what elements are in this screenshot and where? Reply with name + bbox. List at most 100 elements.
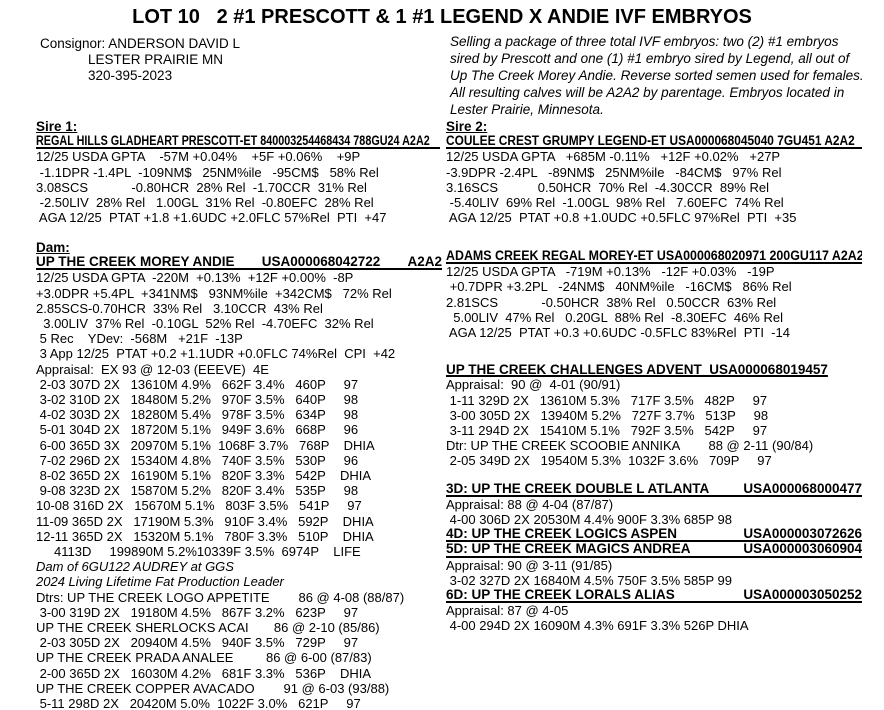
dam-registration: USA000068042722 (261, 255, 381, 270)
granddam-stats: 12/25 USDA GPTA -719M +0.13% -12F +0.03%… (446, 264, 862, 340)
sire2-stats: 12/25 USDA GPTA +685M -0.11% +12F +0.02%… (446, 149, 862, 225)
gen5-registration: USA000003060904 (743, 542, 862, 557)
granddam-stat-line: 2.81SCS -0.50HCR 38% Rel 0.50CCR 63% Rel (446, 294, 777, 310)
gen6-line: Appraisal: 87 @ 4-05 (446, 603, 569, 619)
gen4-header: 4D: UP THE CREEK LOGICS ASPEN USA0000030… (446, 527, 862, 543)
dam-lactation-records: 2-03 307D 2X 13610M 4.9% 662F 3.4% 460P … (36, 377, 442, 559)
sire2-stat-line: AGA 12/25 PTAT +0.8 +1.0UDC +0.5FLC 97%R… (446, 210, 797, 226)
maternal-line-block: ADAMS CREEK REGAL MOREY-ET USA0000680209… (446, 249, 862, 634)
daughter-line: UP THE CREEK SHERLOCKS ACAI 86 @ 2-10 (8… (36, 620, 380, 636)
sire1-stat-line: 3.08SCS -0.80HCR 28% Rel -1.70CCR 31% Re… (36, 179, 367, 195)
gen3-name: 3D: UP THE CREEK DOUBLE L ATLANTA (446, 481, 710, 496)
dam-stat-line: +3.0DPR +5.4PL +341NM$ 93NM%ile +342CM$ … (36, 285, 392, 301)
advent-name: UP THE CREEK CHALLENGES ADVENT USA000068… (446, 362, 828, 378)
sire1-name: REGAL HILLS GLADHEART PRESCOTT-ET 840003… (36, 134, 440, 150)
consignor-name: Consignor: ANDERSON DAVID L (40, 36, 241, 51)
gen5-name: 5D: UP THE CREEK MAGICS ANDREA (446, 542, 691, 557)
dam-label: Dam: (36, 240, 70, 255)
sire2-stat-line: -3.9DPR -2.4PL -89NM$ 25NM%ile -84CM$ 97… (446, 164, 782, 180)
sire1-stat-line: 12/25 USDA GPTA -57M +0.04% +5F +0.06% +… (36, 149, 361, 165)
advent-line: 2-05 349D 2X 19540M 5.3% 1032F 3.6% 709P… (446, 453, 772, 469)
gen6-line: 4-00 294D 2X 16090M 4.3% 691F 3.3% 526P … (446, 618, 749, 634)
sire1-block: Sire 1: REGAL HILLS GLADHEART PRESCOTT-E… (36, 119, 440, 225)
consignor-phone: 320-395-2023 (88, 68, 173, 83)
gen5-lines: Appraisal: 90 @ 3-11 (91/85) 3-02 327D 2… (446, 558, 862, 588)
gen3-header: 3D: UP THE CREEK DOUBLE L ATLANTA USA000… (446, 482, 862, 497)
granddam-stat-line: 12/25 USDA GPTA -719M +0.13% -12F +0.03%… (446, 264, 775, 280)
dam-stat-line: 3 App 12/25 PTAT +0.2 +1.1UDR +0.0FLC 74… (36, 346, 396, 362)
lactation-record-row: 5-01 304D 2X 18720M 5.1% 949F 3.6% 668P … (36, 422, 359, 438)
gen3-lines: Appraisal: 88 @ 4-04 (87/87) 4-00 306D 2… (446, 497, 862, 527)
dam-stats: 12/25 USDA GPTA -220M +0.13% +12F +0.00%… (36, 270, 442, 376)
consignor-block: Consignor: ANDERSON DAVID L LESTER PRAIR… (40, 36, 240, 84)
advent-line: 3-00 305D 2X 13940M 5.2% 727F 3.7% 513P … (446, 407, 769, 423)
sire1-stat-line: AGA 12/25 PTAT +1.8 +1.6UDC +2.0FLC 57%R… (36, 210, 387, 226)
sire2-name: COULEE CREST GRUMPY LEGEND-ET USA0000680… (446, 134, 862, 150)
sire1-stat-line: -2.50LIV 28% Rel 1.00GL 31% Rel -0.80EFC… (36, 195, 374, 210)
gen5-header: 5D: UP THE CREEK MAGICS ANDREA USA000003… (446, 542, 862, 558)
dam-block: Dam: UP THE CREEK MOREY ANDIE USA0000680… (36, 240, 442, 710)
daughter-line: UP THE CREEK COPPER AVACADO 91 @ 6-03 (9… (36, 680, 390, 696)
gen5-line: 3-02 327D 2X 16840M 4.5% 750F 3.5% 585P … (446, 572, 732, 588)
gen3-registration: USA000068000477 (743, 481, 862, 496)
gen4-name: 4D: UP THE CREEK LOGICS ASPEN (446, 527, 678, 542)
sire2-label: Sire 2: (446, 119, 488, 134)
dam-stat-line: 12/25 USDA GPTA -220M +0.13% +12F +0.00%… (36, 270, 354, 286)
granddam-name: ADAMS CREEK REGAL MOREY-ET USA0000680209… (446, 249, 862, 265)
gen4-registration: USA000003072626 (743, 527, 862, 542)
lactation-record-row: 7-02 296D 2X 15340M 4.8% 740F 3.5% 530P … (36, 452, 359, 468)
advent-line: Appraisal: 90 @ 4-01 (90/91) (446, 377, 621, 393)
sire2-name-text: COULEE CREST GRUMPY LEGEND-ET USA0000680… (446, 134, 855, 149)
gen6-name: 6D: UP THE CREEK LORALS ALIAS (446, 588, 675, 602)
gen6-registration: USA000003050252 (743, 588, 862, 602)
dam-notes: Dam of 6GU122 AUDREY at GGS 2024 Living L… (36, 559, 442, 589)
sale-description: Selling a package of three total IVF emb… (450, 34, 864, 117)
lactation-record-row: 10-08 316D 2X 15670M 5.1% 803F 3.5% 541P… (36, 498, 362, 514)
lactation-record-row: 3-02 310D 2X 18480M 5.2% 970F 3.5% 640P … (36, 392, 359, 408)
dam-note-line: 2024 Living Lifetime Fat Production Lead… (36, 574, 284, 590)
advent-lines: Appraisal: 90 @ 4-01 (90/91) 1-11 329D 2… (446, 377, 862, 468)
advent-line: 3-11 294D 2X 15410M 5.1% 792F 3.5% 542P … (446, 423, 768, 439)
sire1-stats: 12/25 USDA GPTA -57M +0.04% +5F +0.06% +… (36, 149, 440, 225)
spacer (446, 469, 862, 482)
lactation-record-row: 4-02 303D 2X 18280M 5.4% 978F 3.5% 634P … (36, 407, 359, 423)
lactation-record-row: 4113D 199890M 5.2%10339F 3.5% 6974P LIFE (36, 544, 361, 560)
granddam-stat-line: 5.00LIV 47% Rel 0.20GL 88% Rel -8.30EFC … (446, 309, 783, 325)
page-title: LOT 10 2 #1 PRESCOTT & 1 #1 LEGEND X AND… (132, 6, 752, 28)
gen6-header: 6D: UP THE CREEK LORALS ALIAS USA0000030… (446, 588, 862, 604)
sire1-label: Sire 1: (36, 119, 78, 134)
daughter-line: 5-11 298D 2X 20420M 5.0% 1022F 3.0% 621P… (36, 696, 361, 710)
granddam-stat-line: AGA 12/25 PTAT +0.3 +0.6UDC -0.5FLC 83%R… (446, 325, 790, 340)
advent-line: 1-11 329D 2X 13610M 5.3% 717F 3.5% 482P … (446, 392, 768, 408)
lactation-record-row: 12-11 365D 2X 15320M 5.1% 780F 3.3% 510P… (36, 528, 374, 544)
sire2-stat-line: -5.40LIV 69% Rel -1.00GL 98% Rel 7.60EFC… (446, 195, 784, 210)
gen5-line: Appraisal: 90 @ 3-11 (91/85) (446, 557, 613, 573)
daughter-line: 3-00 319D 2X 19180M 4.5% 867F 3.2% 623P … (36, 604, 359, 620)
daughter-line: 2-03 305D 2X 20940M 4.5% 940F 3.5% 729P … (36, 635, 359, 651)
consignor-city: LESTER PRAIRIE MN (88, 52, 224, 67)
dam-name: UP THE CREEK MOREY ANDIE (36, 255, 235, 270)
lactation-record-row: 11-09 365D 2X 17190M 5.3% 910F 3.4% 592P… (36, 513, 374, 529)
dam-stat-line: 2.85SCS-0.70HCR 33% Rel 3.10CCR 43% Rel (36, 300, 323, 316)
dam-daughters: Dtrs: UP THE CREEK LOGO APPETITE 86 @ 4-… (36, 590, 442, 710)
advent-line: Dtr: UP THE CREEK SCOOBIE ANNIKA 88 @ 2-… (446, 438, 814, 454)
lactation-record-row: 6-00 365D 3X 20970M 5.1% 1068F 3.7% 768P… (36, 437, 375, 453)
dam-name-header: UP THE CREEK MOREY ANDIE USA000068042722… (36, 255, 442, 271)
lactation-record-row: 8-02 365D 2X 16190M 5.1% 820F 3.3% 542P … (36, 468, 372, 484)
gen3-line: 4-00 306D 2X 20530M 4.4% 900F 3.3% 685P … (446, 512, 732, 528)
sire2-stat-line: 12/25 USDA GPTA +685M -0.11% +12F +0.02%… (446, 149, 781, 165)
daughter-line: UP THE CREEK PRADA ANALEE 86 @ 6-00 (87/… (36, 650, 372, 666)
sire2-stat-line: 3.16SCS 0.50HCR 70% Rel -4.30CCR 89% Rel (446, 179, 769, 195)
daughter-line: 2-00 365D 2X 16030M 4.2% 681F 3.3% 536P … (36, 665, 372, 681)
sire2-block: Sire 2: COULEE CREST GRUMPY LEGEND-ET US… (446, 119, 862, 225)
granddam-stat-line: +0.7DPR +3.2PL -24NM$ 40NM%ile -16CM$ 86… (446, 279, 792, 295)
gen6-lines: Appraisal: 87 @ 4-05 4-00 294D 2X 16090M… (446, 603, 862, 633)
dam-stat-line: 3.00LIV 37% Rel -0.10GL 52% Rel -4.70EFC… (36, 316, 374, 331)
lactation-record-row: 2-03 307D 2X 13610M 4.9% 662F 3.4% 460P … (36, 376, 359, 392)
lactation-record-row: 9-08 323D 2X 15870M 5.2% 820F 3.4% 535P … (36, 483, 359, 499)
dam-a2a2-badge: A2A2 (407, 255, 442, 270)
dam-note-line: Dam of 6GU122 AUDREY at GGS (36, 559, 234, 575)
sire1-name-text: REGAL HILLS GLADHEART PRESCOTT-ET 840003… (36, 134, 430, 149)
sire1-stat-line: -1.1DPR -1.4PL -109NM$ 25NM%ile -95CM$ 5… (36, 164, 379, 180)
